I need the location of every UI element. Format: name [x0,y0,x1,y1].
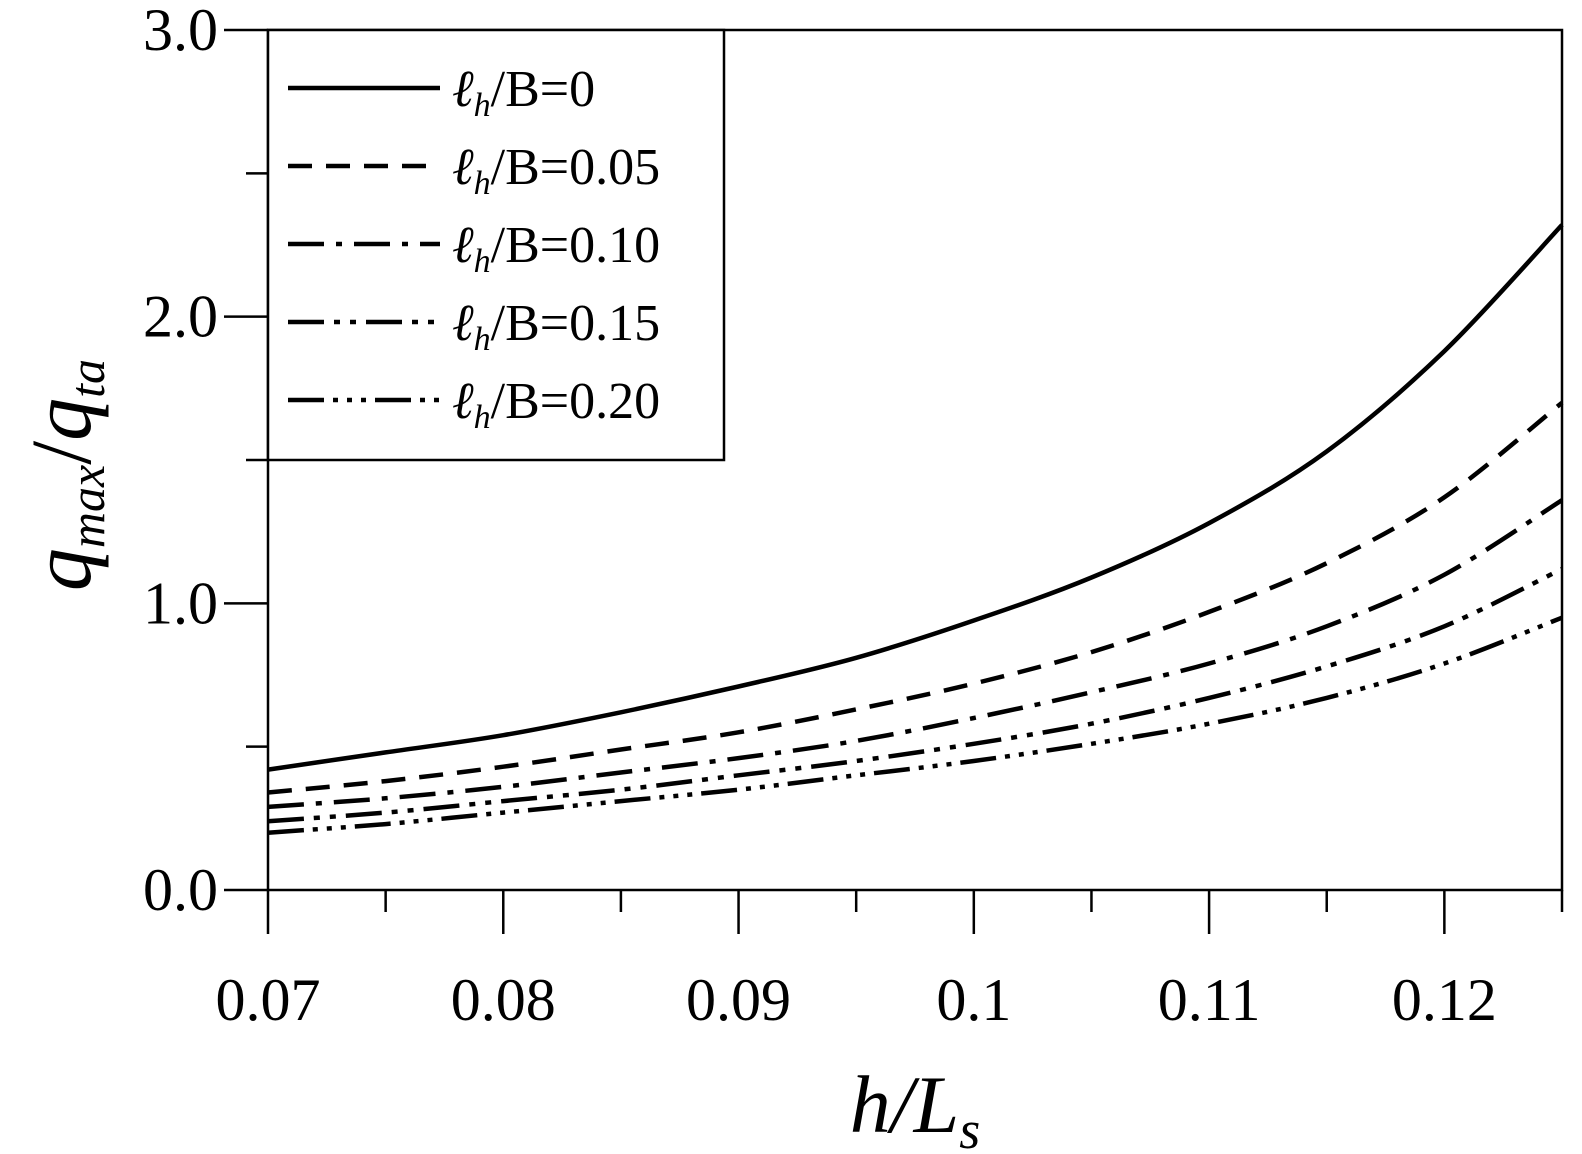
y-tick-label: 3.0 [143,0,218,63]
legend-label-3: ℓh/B=0.15 [452,295,660,358]
legend-label-2: ℓh/B=0.10 [452,217,660,280]
legend-box [266,28,726,462]
x-axis-title: h/Ls [850,1059,980,1154]
x-tick-label: 0.08 [451,967,556,1033]
x-tick-label: 0.11 [1158,967,1261,1033]
y-axis-title-sub2: ta [59,359,115,398]
legend-label-0: ℓh/B=0 [452,61,595,124]
y-axis-title: qmax/qta [13,359,115,591]
series-line-4 [267,615,1563,835]
series-line-3 [267,566,1563,824]
y-axis-title-q: q [13,548,109,591]
legend-label-1: ℓh/B=0.05 [452,139,660,202]
x-tick-label: 0.12 [1392,967,1497,1033]
series-line-0 [267,223,1564,772]
y-tick-label: 1.0 [143,570,218,636]
legend: ℓh/B=0 ℓh/B=0.05 ℓh/B=0.10 ℓh/B=0.15 ℓh/B=0.… [266,28,726,462]
x-axis-title-sub: s [959,1100,980,1154]
y-tick-label: 2.0 [143,284,218,350]
series-line-2 [267,498,1564,810]
y-axis-title-q2: q [13,398,109,441]
y-axis-title-slash: / [13,441,109,465]
x-axis-title-main: h/L [850,1059,959,1150]
x-axis: 0.07 0.08 0.09 0.1 0.11 0.12 [216,890,1564,1033]
legend-label-4: ℓh/B=0.20 [452,373,660,436]
series-lines [267,223,1564,835]
x-tick-label: 0.09 [686,967,791,1033]
y-axis-title-sub1: max [59,465,115,548]
x-tick-label: 0.1 [936,967,1011,1033]
y-axis: 0.0 1.0 2.0 3.0 [143,0,268,923]
series-line-1 [267,400,1564,795]
x-tick-label: 0.07 [216,967,321,1033]
y-tick-label: 0.0 [143,857,218,923]
